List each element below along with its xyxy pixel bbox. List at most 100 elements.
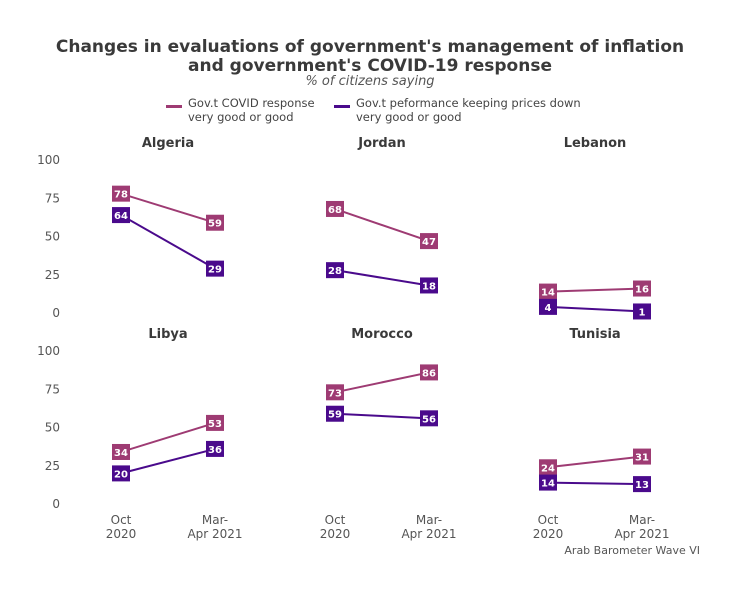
series-line-covid: [120, 192, 216, 224]
data-label-prices: 56: [422, 414, 436, 425]
panel-lebanon: Lebanon 14 16 4 1: [539, 136, 651, 320]
data-point-prices: [420, 410, 438, 427]
panel-jordan: Jordan 68 47 28 18: [326, 136, 438, 294]
series-line-prices: [334, 269, 430, 287]
legend-prices-line2: very good or good: [356, 110, 462, 124]
legend-covid-line2: very good or good: [188, 110, 294, 124]
data-point-prices: [420, 277, 438, 294]
y-tick-label: 50: [45, 230, 60, 244]
data-point-covid: [112, 443, 130, 460]
data-point-covid: [633, 280, 651, 297]
y-tick-label: 25: [45, 268, 60, 282]
legend-prices-line1: Gov.t peformance keeping prices down: [356, 96, 581, 110]
data-point-covid: [420, 233, 438, 250]
panel-libya: Libya 34 53 20 36: [112, 327, 224, 482]
y-tick-label: 0: [52, 306, 60, 320]
data-label-covid: 31: [635, 453, 649, 464]
data-label-covid: 73: [328, 388, 342, 399]
data-label-prices: 29: [208, 265, 222, 276]
data-label-prices: 1: [639, 307, 646, 318]
data-point-prices: [112, 207, 130, 224]
y-tick-label: 75: [45, 382, 60, 396]
data-point-covid: [539, 283, 557, 300]
data-label-prices: 13: [635, 480, 649, 491]
x-tick-label: Mar-: [416, 513, 442, 527]
data-label-prices: 20: [114, 469, 128, 480]
x-tick-label: Mar-: [629, 513, 655, 527]
x-tick-label: 2020: [320, 527, 351, 541]
panel-title: Libya: [148, 327, 187, 342]
data-point-prices: [206, 440, 224, 457]
data-point-prices: [112, 465, 130, 482]
source-caption: Arab Barometer Wave VI: [564, 544, 700, 557]
x-tick-label: 2020: [533, 527, 564, 541]
series-line-prices: [120, 447, 216, 475]
y-tick-label: 75: [45, 191, 60, 205]
data-label-prices: 36: [208, 445, 222, 456]
y-tick-label: 100: [37, 153, 60, 167]
data-point-covid: [326, 384, 344, 401]
legend-swatch-prices: [334, 105, 350, 108]
data-label-covid: 16: [635, 285, 649, 296]
data-label-covid: 47: [422, 237, 436, 248]
y-tick-label: 100: [37, 344, 60, 358]
data-label-prices: 64: [114, 211, 128, 222]
x-tick-label: Apr 2021: [401, 527, 456, 541]
data-point-covid: [112, 185, 130, 202]
data-point-covid: [539, 459, 557, 476]
x-tick-label: Oct: [111, 513, 132, 527]
data-point-prices: [633, 476, 651, 493]
data-label-covid: 24: [541, 463, 555, 474]
y-tick-label: 50: [45, 421, 60, 435]
data-label-covid: 78: [114, 190, 128, 201]
data-label-covid: 59: [208, 219, 222, 230]
x-tick-label: Mar-: [202, 513, 228, 527]
legend-label-prices: Gov.t peformance keeping prices down ver…: [356, 96, 581, 124]
data-point-prices: [326, 262, 344, 279]
series-line-prices: [334, 412, 430, 420]
series-line-prices: [547, 481, 643, 486]
y-tick-label: 25: [45, 459, 60, 473]
panel-title: Algeria: [142, 136, 194, 151]
series-line-covid: [547, 455, 643, 469]
data-label-covid: 14: [541, 288, 555, 299]
data-label-prices: 28: [328, 266, 342, 277]
series-line-prices: [120, 214, 216, 270]
data-point-prices: [206, 260, 224, 277]
legend-covid-line1: Gov.t COVID response: [188, 96, 315, 110]
legend-label-covid: Gov.t COVID response very good or good: [188, 96, 315, 124]
data-point-prices: [326, 405, 344, 422]
data-point-prices: [539, 474, 557, 491]
x-tick-label: Apr 2021: [187, 527, 242, 541]
legend-swatch-covid: [166, 105, 182, 108]
panel-title: Tunisia: [569, 327, 620, 342]
x-tick-label: Oct: [538, 513, 559, 527]
data-point-prices: [633, 303, 651, 320]
chart-title-line1: Changes in evaluations of government's m…: [55, 37, 685, 57]
data-point-covid: [420, 364, 438, 381]
panel-morocco: Morocco 73 86 59 56: [326, 327, 438, 427]
series-line-covid: [120, 421, 216, 453]
data-point-covid: [206, 214, 224, 231]
x-tick-label: 2020: [106, 527, 137, 541]
y-tick-label: 0: [52, 497, 60, 511]
data-point-covid: [633, 448, 651, 465]
data-point-prices: [539, 298, 557, 315]
series-line-prices: [547, 305, 643, 313]
data-point-covid: [206, 414, 224, 431]
data-label-prices: 4: [545, 303, 552, 314]
chart-title-line2: and government's COVID-19 response: [188, 56, 552, 76]
panel-algeria: Algeria 78 59 64 29: [112, 136, 224, 277]
x-tick-label: Apr 2021: [614, 527, 669, 541]
series-line-covid: [547, 287, 643, 293]
data-label-covid: 68: [328, 205, 342, 216]
series-line-covid: [334, 208, 430, 243]
panel-title: Jordan: [357, 136, 406, 151]
data-label-prices: 18: [422, 281, 436, 292]
panel-title: Lebanon: [564, 136, 627, 151]
data-label-prices: 14: [541, 479, 555, 490]
data-label-prices: 59: [328, 410, 342, 421]
data-label-covid: 53: [208, 419, 222, 430]
series-line-covid: [334, 371, 430, 394]
